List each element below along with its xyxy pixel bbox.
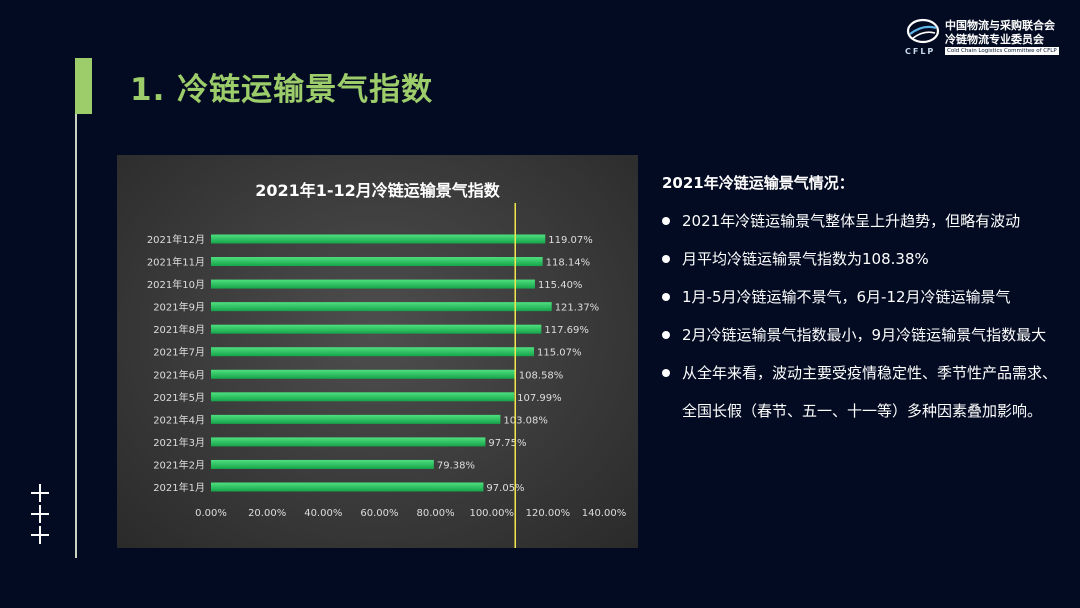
x-tick-label: 80.00% — [417, 508, 455, 519]
chart-title: 2021年1-12月冷链运输景气指数 — [255, 181, 500, 200]
data-label: 107.99% — [517, 393, 562, 404]
category-label: 2021年7月 — [153, 346, 205, 359]
logo-abbreviation: CFLP — [905, 47, 936, 56]
category-label: 2021年5月 — [153, 391, 205, 404]
info-bullet-list: 2021年冷链运输景气整体呈上升趋势，但略有波动 月平均冷链运输景气指数为108… — [662, 202, 1062, 430]
info-bullet: 2021年冷链运输景气整体呈上升趋势，但略有波动 — [662, 202, 1062, 240]
data-label: 117.69% — [544, 325, 589, 336]
data-label: 103.08% — [503, 415, 548, 426]
bar-11 — [211, 257, 543, 267]
data-label: 97.05% — [486, 483, 524, 494]
bar-10 — [211, 279, 535, 289]
data-label: 119.07% — [548, 235, 593, 246]
title-accent-bar — [75, 58, 92, 114]
info-panel: 2021年冷链运输景气情况： 2021年冷链运输景气整体呈上升趋势，但略有波动 … — [662, 170, 1062, 430]
plus-icon — [31, 505, 49, 523]
info-bullet: 2月冷链运输景气指数最小，9月冷链运输景气指数最大 — [662, 316, 1062, 354]
chart-plot: 2021年1月 97.05% 2021年2月 79.38% 2021年3月 97.75% 2… — [147, 203, 627, 548]
x-tick-label: 40.00% — [304, 508, 342, 519]
category-label: 2021年4月 — [153, 413, 205, 426]
bar-7 — [211, 347, 535, 357]
bar-2 — [211, 459, 434, 469]
x-tick-label: 140.00% — [582, 508, 627, 519]
category-label: 2021年8月 — [153, 323, 205, 336]
category-label: 2021年2月 — [153, 458, 205, 471]
bar-8 — [211, 324, 542, 334]
x-tick-label: 100.00% — [469, 508, 514, 519]
category-label: 2021年9月 — [153, 301, 205, 314]
category-label: 2021年10月 — [147, 278, 205, 291]
data-label: 97.75% — [488, 438, 526, 449]
x-tick-label: 120.00% — [526, 508, 571, 519]
bar-6 — [211, 369, 516, 379]
data-label: 115.40% — [538, 280, 583, 291]
category-label: 2021年1月 — [153, 481, 205, 494]
info-bullet: 从全年来看，波动主要受疫情稳定性、季节性产品需求、全国长假（春节、五一、十一等）… — [662, 354, 1062, 430]
plus-icon — [31, 484, 49, 502]
category-label: 2021年12月 — [147, 233, 205, 246]
data-label: 115.07% — [537, 348, 582, 359]
bar-4 — [211, 414, 501, 424]
bar-9 — [211, 302, 552, 312]
globe-icon — [906, 18, 940, 44]
data-label: 118.14% — [546, 258, 591, 269]
data-label: 121.37% — [555, 303, 600, 314]
x-tick-label: 0.00% — [195, 508, 227, 519]
page-title: 1. 冷链运输景气指数 — [130, 72, 434, 108]
x-tick-label: 60.00% — [360, 508, 398, 519]
info-bullet: 月平均冷链运输景气指数为108.38% — [662, 240, 1062, 278]
cflp-logo: CFLP 中国物流与采购联合会 冷链物流专业委员会 Cold Chain Log… — [902, 14, 1072, 60]
bar-5 — [211, 392, 515, 402]
logo-org-name: 中国物流与采购联合会 — [945, 19, 1055, 32]
plus-icon — [31, 526, 49, 544]
bar-12 — [211, 234, 546, 244]
left-divider-line — [75, 58, 77, 558]
data-label: 108.58% — [519, 370, 564, 381]
data-label: 79.38% — [437, 460, 475, 471]
bar-3 — [211, 437, 486, 447]
info-bullet: 1月-5月冷链运输不景气，6月-12月冷链运输景气 — [662, 278, 1062, 316]
bar-1 — [211, 482, 484, 492]
category-label: 2021年6月 — [153, 368, 205, 381]
logo-english-name: Cold Chain Logistics Committee of CFLP — [945, 47, 1059, 55]
info-heading: 2021年冷链运输景气情况： — [662, 174, 854, 192]
logo-committee-name: 冷链物流专业委员会 — [945, 33, 1044, 46]
bar-chart: 2021年1-12月冷链运输景气指数 2021年1月 97.05% 2021年2月 7… — [117, 155, 638, 548]
category-label: 2021年11月 — [147, 256, 205, 269]
x-tick-label: 20.00% — [248, 508, 286, 519]
category-label: 2021年3月 — [153, 436, 205, 449]
